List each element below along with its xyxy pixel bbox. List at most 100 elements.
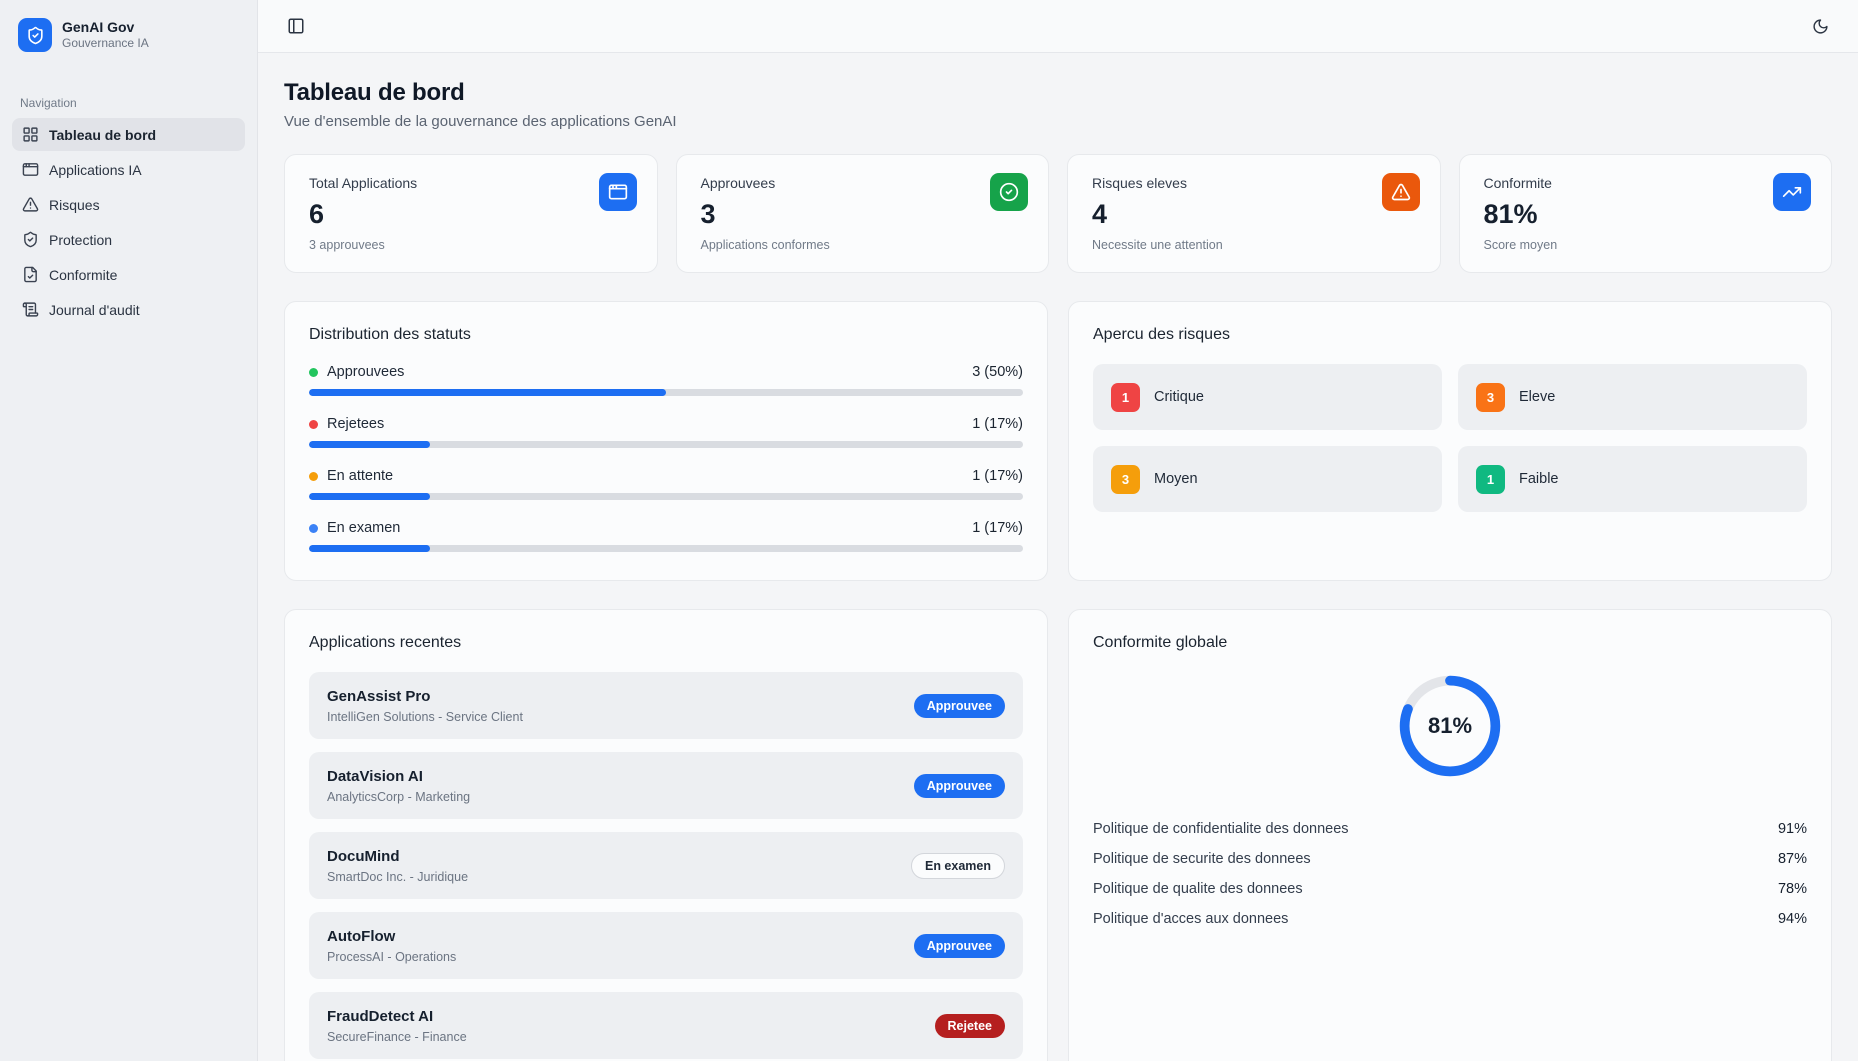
app-name: GenAssist Pro bbox=[327, 687, 431, 705]
sidebar-toggle-button[interactable] bbox=[280, 10, 312, 42]
risk-label: Eleve bbox=[1519, 389, 1556, 405]
topbar bbox=[258, 0, 1858, 53]
risk-count-badge: 3 bbox=[1111, 464, 1140, 494]
app-list-item-genassist-pro[interactable]: GenAssist Pro IntelliGen Solutions - Ser… bbox=[309, 672, 1023, 739]
policy-label: Politique de qualite des donnees bbox=[1093, 881, 1303, 897]
app-meta: SmartDoc Inc. - Juridique bbox=[327, 869, 469, 884]
middle-row: Distribution des statuts Approuvees 3 (5… bbox=[284, 301, 1832, 581]
stat-subtext: Applications conformes bbox=[700, 238, 830, 252]
scroll-text-icon bbox=[22, 301, 39, 318]
global-compliance-card: Conformite globale 81% Politique de conf… bbox=[1068, 609, 1832, 1061]
progress-bar bbox=[309, 545, 1023, 552]
sidebar-item-label: Journal d'audit bbox=[49, 301, 140, 318]
sidebar-item-label: Protection bbox=[49, 231, 113, 248]
distribution-row-approved: Approuvees 3 (50%) bbox=[309, 364, 1023, 396]
trending-up-icon bbox=[1773, 173, 1811, 211]
app-meta: ProcessAI - Operations bbox=[327, 949, 457, 964]
status-label: Approuvees bbox=[327, 364, 405, 380]
main-area: Tableau de bord Vue d'ensemble de la gou… bbox=[258, 0, 1858, 1061]
brand-logo bbox=[18, 18, 52, 52]
sidebar-item-risks[interactable]: Risques bbox=[12, 188, 245, 221]
stat-card-approved: Approuvees 3 Applications conformes bbox=[675, 154, 1049, 273]
app-list-item-autoflow[interactable]: AutoFlow ProcessAI - Operations Approuve… bbox=[309, 912, 1023, 979]
theme-toggle-button[interactable] bbox=[1804, 10, 1836, 42]
status-value: 1 (17%) bbox=[972, 468, 1023, 484]
sidebar-item-compliance[interactable]: Conformite bbox=[12, 258, 245, 291]
shield-check-icon bbox=[26, 26, 45, 45]
status-label: En examen bbox=[327, 520, 401, 536]
stat-label: Conformite bbox=[1483, 175, 1552, 191]
app-list-item-documind[interactable]: DocuMind SmartDoc Inc. - Juridique En ex… bbox=[309, 832, 1023, 899]
app-meta: SecureFinance - Finance bbox=[327, 1029, 467, 1044]
stat-card-compliance: Conformite 81% Score moyen bbox=[1458, 154, 1832, 273]
stat-label: Approuvees bbox=[700, 175, 776, 191]
risk-overview-card: Apercu des risques 1 Critique 3 Eleve 3 … bbox=[1068, 301, 1832, 581]
circle-check-icon bbox=[990, 173, 1028, 211]
stat-value: 4 bbox=[1092, 199, 1108, 229]
app-name: FraudDetect AI bbox=[327, 1007, 434, 1025]
app-window-icon bbox=[22, 161, 39, 178]
app-list-item-frauddetect-ai[interactable]: FraudDetect AI SecureFinance - Finance R… bbox=[309, 992, 1023, 1059]
policy-value: 94% bbox=[1777, 911, 1807, 927]
sidebar-item-audit-log[interactable]: Journal d'audit bbox=[12, 293, 245, 326]
file-check-icon bbox=[22, 266, 39, 283]
bottom-row: Applications recentes GenAssist Pro Inte… bbox=[284, 609, 1832, 1061]
panel-left-icon bbox=[287, 17, 305, 35]
stat-value: 6 bbox=[309, 199, 325, 229]
progress-bar bbox=[309, 493, 1023, 500]
sidebar: GenAI Gov Gouvernance IA Navigation Tabl… bbox=[0, 0, 258, 1061]
app-list-item-datavision-ai[interactable]: DataVision AI AnalyticsCorp - Marketing … bbox=[309, 752, 1023, 819]
status-badge: Approuvee bbox=[913, 773, 1005, 798]
policy-row-confidentiality: Politique de confidentialite des donnees… bbox=[1093, 814, 1807, 844]
status-value: 1 (17%) bbox=[972, 520, 1023, 536]
sidebar-item-dashboard[interactable]: Tableau de bord bbox=[12, 118, 245, 151]
app-name: DocuMind bbox=[327, 847, 400, 865]
stat-label: Total Applications bbox=[309, 175, 418, 191]
risk-tile-medium: 3 Moyen bbox=[1093, 446, 1442, 512]
policy-row-access: Politique d'acces aux donnees 94% bbox=[1093, 904, 1807, 934]
risk-grid: 1 Critique 3 Eleve 3 Moyen 1 Faible bbox=[1093, 364, 1807, 512]
policy-label: Politique de securite des donnees bbox=[1093, 851, 1311, 867]
status-badge: En examen bbox=[910, 852, 1005, 879]
nav-section-label: Navigation bbox=[20, 96, 77, 110]
risk-tile-low: 1 Faible bbox=[1458, 446, 1807, 512]
sidebar-item-protection[interactable]: Protection bbox=[12, 223, 245, 256]
dashboard-content: Tableau de bord Vue d'ensemble de la gou… bbox=[258, 53, 1858, 1061]
sidebar-item-label: Risques bbox=[49, 196, 100, 213]
status-dot bbox=[309, 471, 318, 481]
risk-label: Faible bbox=[1519, 471, 1559, 487]
risk-tile-high: 3 Eleve bbox=[1458, 364, 1807, 430]
policy-value: 91% bbox=[1777, 821, 1807, 837]
sidebar-item-applications[interactable]: Applications IA bbox=[12, 153, 245, 186]
risk-count-badge: 1 bbox=[1111, 382, 1140, 412]
section-title: Applications recentes bbox=[309, 634, 462, 651]
status-distribution-card: Distribution des statuts Approuvees 3 (5… bbox=[284, 301, 1048, 581]
app-meta: IntelliGen Solutions - Service Client bbox=[327, 709, 523, 724]
section-title: Distribution des statuts bbox=[309, 326, 471, 343]
distribution-row-rejected: Rejetees 1 (17%) bbox=[309, 416, 1023, 448]
triangle-alert-icon bbox=[1381, 173, 1420, 211]
policy-row-security: Politique de securite des donnees 87% bbox=[1093, 844, 1807, 874]
stat-subtext: 3 approuvees bbox=[309, 238, 385, 252]
status-dot bbox=[309, 523, 318, 533]
policy-label: Politique d'acces aux donnees bbox=[1093, 911, 1289, 927]
page-title: Tableau de bord bbox=[284, 79, 465, 106]
triangle-alert-icon bbox=[22, 196, 39, 213]
layout-grid-icon bbox=[22, 126, 39, 143]
policy-value: 87% bbox=[1777, 851, 1807, 867]
app-window-icon bbox=[598, 173, 637, 211]
stat-card-high-risks: Risques eleves 4 Necessite une attention bbox=[1067, 154, 1441, 273]
risk-count-badge: 3 bbox=[1476, 382, 1505, 412]
risk-tile-critical: 1 Critique bbox=[1093, 364, 1442, 430]
app-meta: AnalyticsCorp - Marketing bbox=[327, 789, 471, 804]
status-dot bbox=[309, 419, 318, 429]
status-dot bbox=[309, 367, 318, 377]
status-badge: Approuvee bbox=[913, 693, 1005, 718]
recent-applications-card: Applications recentes GenAssist Pro Inte… bbox=[284, 609, 1048, 1061]
app-name: DataVision AI bbox=[327, 767, 423, 785]
page-subtitle: Vue d'ensemble de la gouvernance des app… bbox=[284, 113, 677, 130]
status-label: En attente bbox=[327, 468, 394, 484]
section-title: Apercu des risques bbox=[1093, 326, 1230, 343]
brand: GenAI Gov Gouvernance IA bbox=[12, 14, 245, 56]
policy-value: 78% bbox=[1777, 881, 1807, 897]
